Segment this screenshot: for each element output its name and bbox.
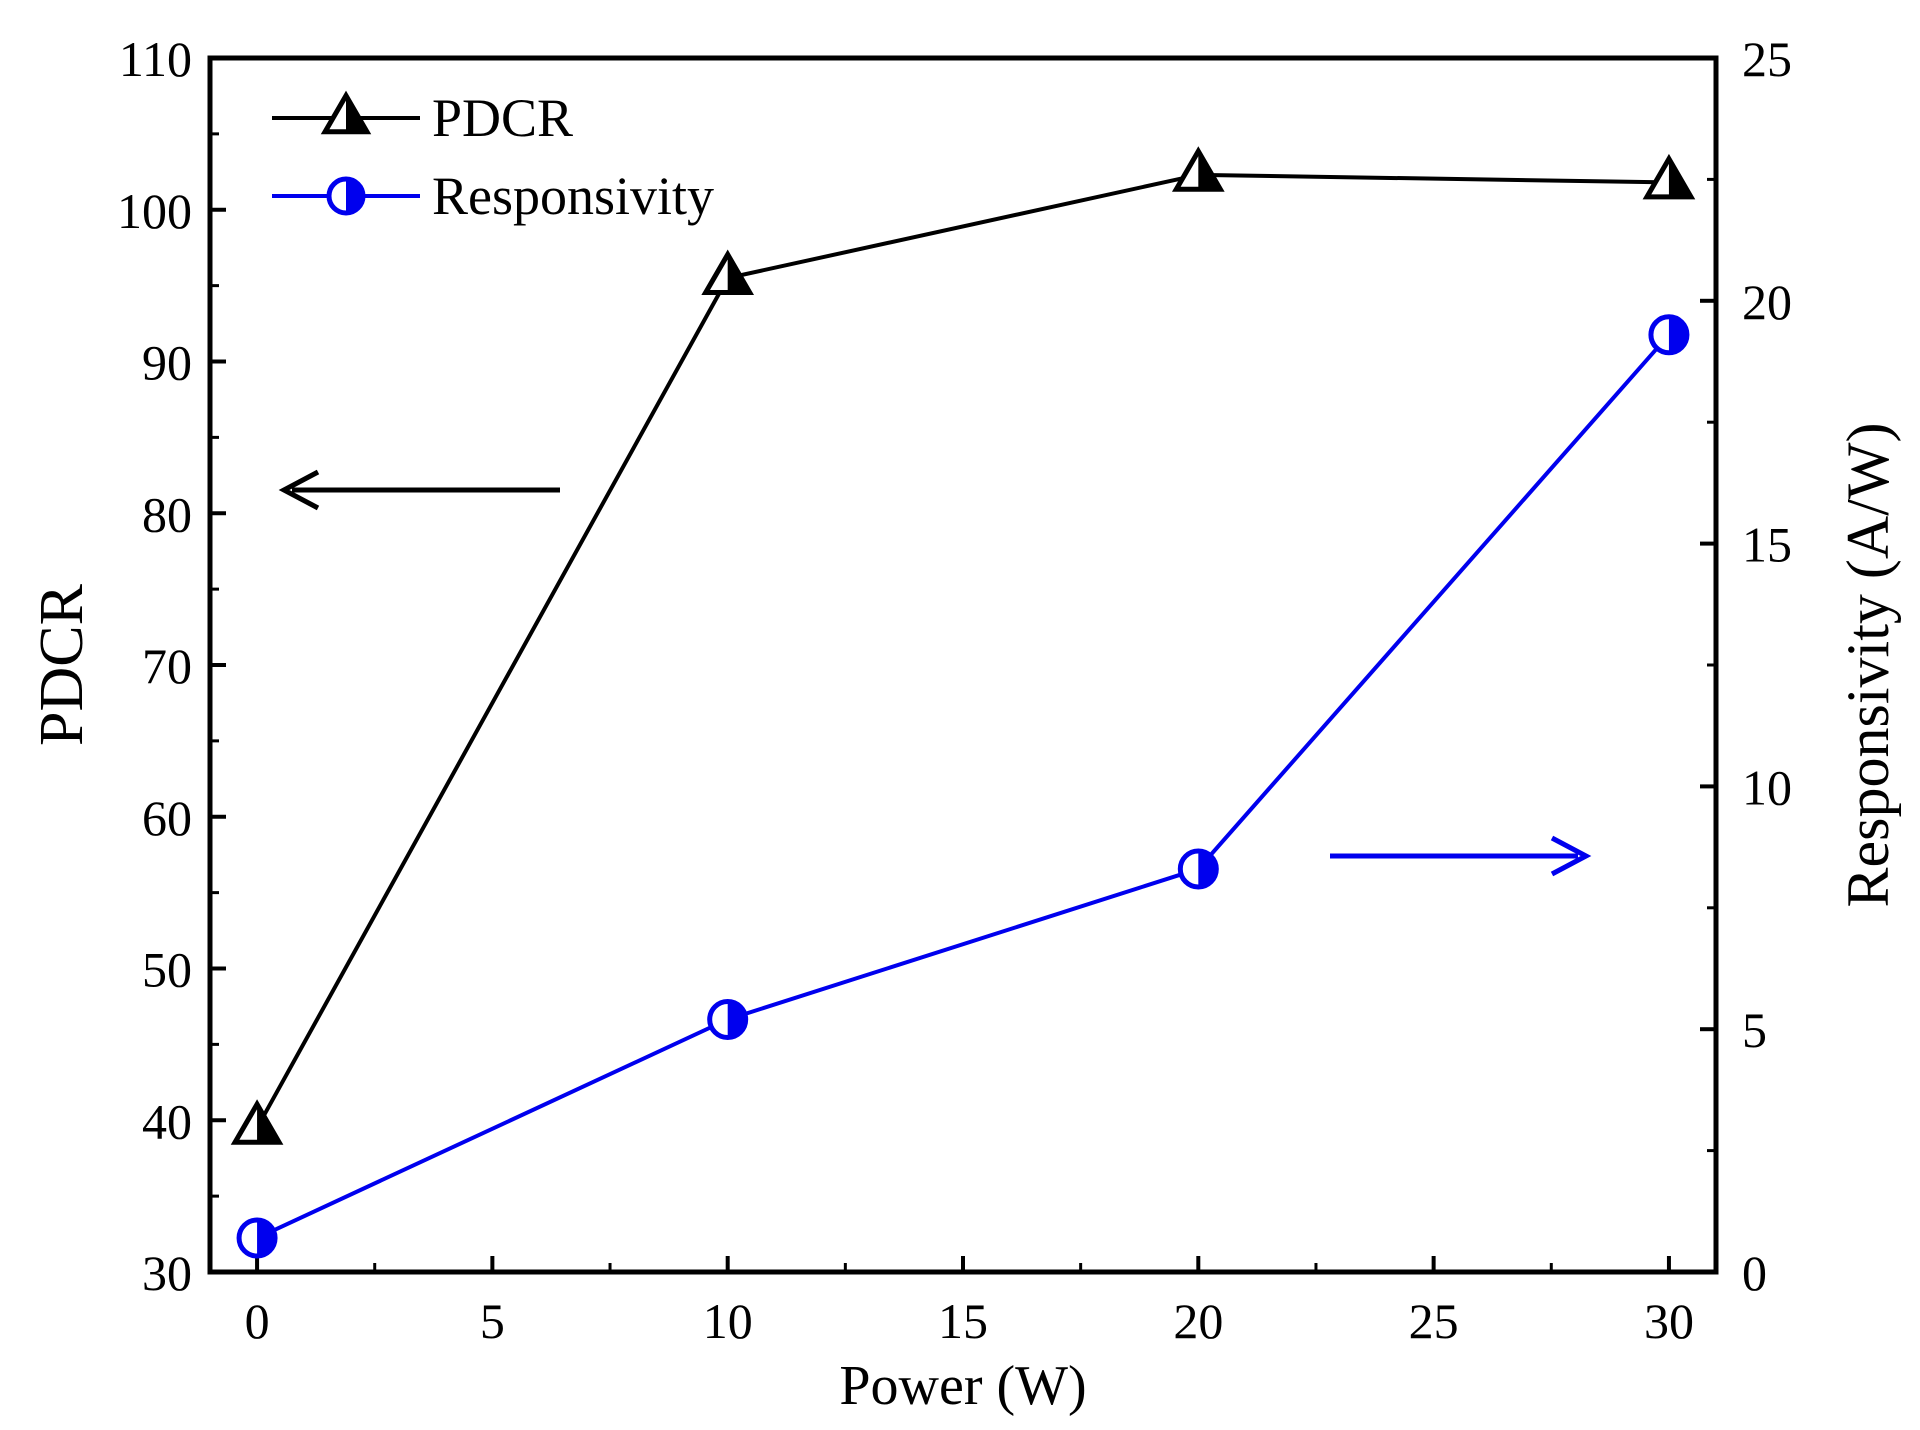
series-line-responsivity <box>256 333 1671 1240</box>
marker-fill <box>257 1220 276 1257</box>
x-tick-label: 20 <box>1173 1293 1223 1349</box>
y-tick-label: 70 <box>142 638 192 694</box>
x-axis-label: Power (W) <box>839 1355 1086 1417</box>
marker-fill <box>727 1001 746 1038</box>
x-tick-label: 0 <box>245 1293 270 1349</box>
series-layer <box>230 146 1696 1259</box>
y-tick-label: 110 <box>119 31 192 87</box>
series-line-pdcr <box>255 172 1669 1129</box>
y-axis-label: PDCR <box>28 583 96 746</box>
x-tick-label: 30 <box>1644 1293 1694 1349</box>
y-tick-label: 90 <box>142 335 192 391</box>
bottom-axis: 0 5 10 15 20 25 30 <box>245 1256 1694 1349</box>
y-tick-label: 40 <box>142 1093 192 1149</box>
right-axis: 0 5 10 15 20 25 <box>1700 31 1792 1301</box>
y2-tick-label: 20 <box>1742 274 1792 330</box>
y-tick-label: 60 <box>142 790 192 846</box>
arrow-left-head <box>278 469 320 511</box>
data-point-responsivity <box>1648 314 1690 356</box>
data-point-pdcr <box>701 249 755 295</box>
legend-label: Responsivity <box>432 166 714 226</box>
marker-fill <box>1668 316 1687 353</box>
y2-axis-label: Responsivity (A/W) <box>1835 423 1901 908</box>
legend: PDCR Responsivity <box>272 88 714 226</box>
data-point-pdcr <box>1171 146 1225 192</box>
x-tick-label: 15 <box>938 1293 988 1349</box>
marker-fill <box>1668 158 1691 197</box>
annotation-layer <box>278 469 1592 877</box>
marker-fill <box>1198 850 1217 887</box>
data-point-pdcr <box>1642 153 1696 200</box>
legend-marker <box>320 90 372 135</box>
y-tick-label: 30 <box>142 1245 192 1301</box>
y2-tick-label: 0 <box>1742 1245 1767 1301</box>
data-point-responsivity <box>707 998 749 1040</box>
data-point-responsivity <box>236 1217 278 1259</box>
y2-tick-label: 15 <box>1742 517 1792 573</box>
data-point-pdcr <box>230 1099 284 1145</box>
y2-tick-label: 10 <box>1742 759 1792 815</box>
x-tick-label: 10 <box>703 1293 753 1349</box>
plot-frame <box>207 55 1719 1275</box>
marker-fill <box>346 95 367 132</box>
y-tick-label: 50 <box>142 942 192 998</box>
marker-fill <box>1198 151 1221 190</box>
y2-tick-label: 25 <box>1742 31 1792 87</box>
left-axis: 30 40 50 60 70 80 90 100 110 <box>117 31 226 1301</box>
arrow-right-head <box>1550 835 1592 877</box>
x-tick-label: 5 <box>480 1293 505 1349</box>
marker-fill <box>346 179 363 213</box>
y-tick-label: 80 <box>142 486 192 542</box>
legend-marker <box>326 176 366 216</box>
y2-tick-label: 5 <box>1742 1002 1767 1058</box>
y-tick-label: 100 <box>117 183 192 239</box>
marker-fill <box>257 1104 280 1143</box>
legend-label: PDCR <box>432 88 573 148</box>
marker-fill <box>727 254 750 293</box>
data-point-responsivity <box>1177 848 1219 890</box>
x-tick-label: 25 <box>1409 1293 1459 1349</box>
